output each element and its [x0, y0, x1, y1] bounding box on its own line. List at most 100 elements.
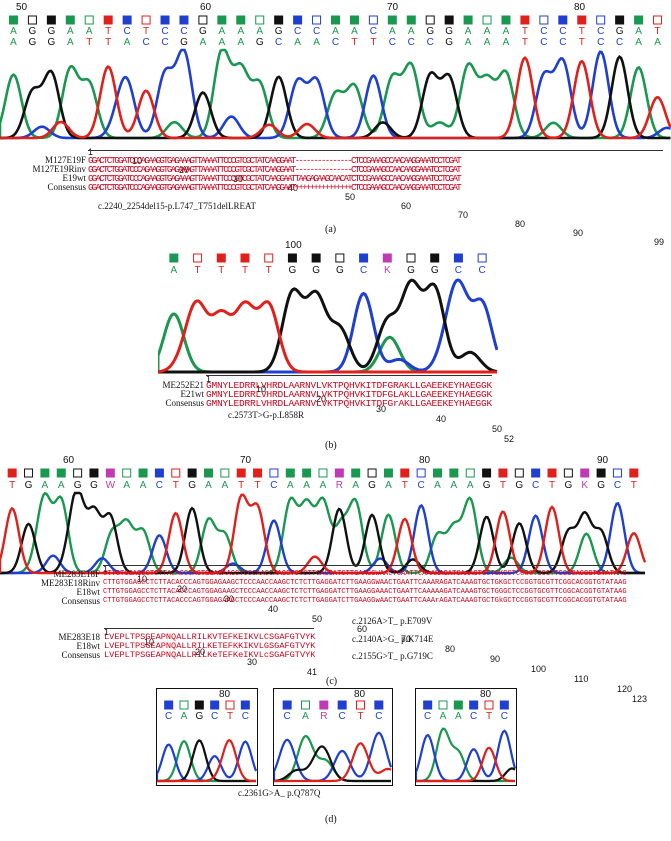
base-call: G	[616, 26, 624, 37]
sequence-row: GGACTCTGGATCCCAGAAGGTGAGAAAGTTAAAATTCCCG…	[88, 164, 462, 175]
ruler-number: 50	[312, 614, 323, 624]
base-call: C	[370, 26, 377, 37]
ruler-number: 30	[247, 657, 258, 667]
base-quality-square	[367, 468, 377, 478]
ruler-number: 60	[357, 624, 368, 634]
base-call: G	[188, 480, 196, 491]
base-call: A	[303, 480, 310, 491]
trace-line-C	[416, 729, 516, 782]
base-call: A	[385, 480, 392, 491]
position-tick: 80	[574, 2, 586, 13]
ruler-line-c	[103, 565, 626, 566]
ruler-number: 20	[177, 584, 188, 594]
base-call: R	[320, 711, 327, 722]
base-call: A	[467, 480, 474, 491]
base-call: T	[173, 480, 179, 491]
base-call: A	[503, 37, 510, 48]
base-call: T	[351, 37, 357, 48]
base-quality-square	[449, 468, 459, 478]
base-quality-square	[382, 253, 392, 263]
base-call: C	[294, 26, 301, 37]
base-call: A	[219, 26, 226, 37]
base-call: C	[165, 711, 172, 722]
base-quality-square	[629, 468, 639, 478]
row-label: E19wt	[62, 173, 87, 183]
base-call: G	[445, 26, 453, 37]
ruler-line-a	[88, 150, 663, 151]
base-call: C	[540, 37, 547, 48]
base-call: C	[270, 480, 277, 491]
trace-line-T	[158, 299, 497, 374]
ruler-number: 90	[573, 228, 584, 238]
base-call: T	[227, 711, 233, 722]
base-call: C	[242, 711, 249, 722]
ruler-number: 70	[401, 634, 412, 644]
base-call: C	[156, 480, 163, 491]
base-call: G	[336, 265, 344, 276]
base-quality-square	[547, 468, 557, 478]
base-quality-square	[56, 468, 66, 478]
ruler-number: 40	[268, 604, 279, 614]
base-quality-square	[423, 700, 433, 710]
base-call: T	[500, 480, 506, 491]
mutation-annotation-a: c.2240_2254del15-p.L747_T751delLREAT	[98, 201, 256, 211]
base-call: G	[564, 480, 572, 491]
ruler-number: 80	[515, 219, 526, 229]
base-quality-square	[40, 468, 50, 478]
base-quality-square	[122, 15, 132, 25]
base-call: A	[124, 37, 131, 48]
base-call: G	[445, 37, 453, 48]
base-call: C	[540, 26, 547, 37]
base-call: A	[408, 26, 415, 37]
base-call: A	[58, 480, 65, 491]
row-label: E21wt	[180, 389, 205, 399]
base-call: A	[440, 711, 447, 722]
base-call: C	[275, 37, 282, 48]
base-quality-square	[334, 468, 344, 478]
ruler-number: 41	[307, 667, 318, 677]
base-call: A	[42, 480, 49, 491]
base-quality-square	[335, 253, 345, 263]
base-call: A	[451, 480, 458, 491]
base-quality-square	[282, 700, 292, 710]
base-quality-square	[312, 15, 322, 25]
base-quality-square	[236, 468, 246, 478]
ruler-number: 123	[632, 694, 648, 704]
base-quality-square	[225, 700, 235, 710]
mutation-annotation-c3: c.2155G>T_ p.G719C	[352, 651, 433, 661]
trace-line-C	[0, 501, 646, 575]
base-call: A	[10, 37, 17, 48]
base-call: A	[635, 26, 642, 37]
ruler-number: 20	[179, 165, 190, 175]
base-call: C	[614, 480, 621, 491]
base-call: T	[255, 480, 261, 491]
base-quality-square	[558, 15, 568, 25]
base-call: G	[368, 480, 376, 491]
ruler-number: 60	[401, 201, 412, 211]
trace-line-G	[158, 278, 498, 374]
base-quality-square	[539, 15, 549, 25]
base-quality-square	[264, 253, 274, 263]
alignment-ruler-c: 1 10 20 30 40 50 60 70 80 90 100 110 120…	[103, 554, 648, 704]
base-call: K	[384, 265, 391, 276]
ruler-number: 10	[256, 384, 267, 394]
ruler-number: 10	[132, 156, 143, 166]
base-call: C	[389, 37, 396, 48]
base-quality-square	[46, 15, 56, 25]
ruler-number: 1	[88, 147, 94, 157]
trace-line-T	[0, 55, 671, 140]
base-call: G	[515, 480, 523, 491]
base-call: A	[205, 480, 212, 491]
ruler-number: 99	[654, 237, 665, 247]
row-label: Consensus	[165, 398, 204, 408]
base-quality-square	[154, 468, 164, 478]
base-call: G	[483, 480, 491, 491]
base-quality-square	[84, 15, 94, 25]
ruler-number: 20	[195, 647, 206, 657]
base-quality-square	[27, 15, 37, 25]
base-quality-square	[514, 468, 524, 478]
base-call: C	[532, 480, 539, 491]
